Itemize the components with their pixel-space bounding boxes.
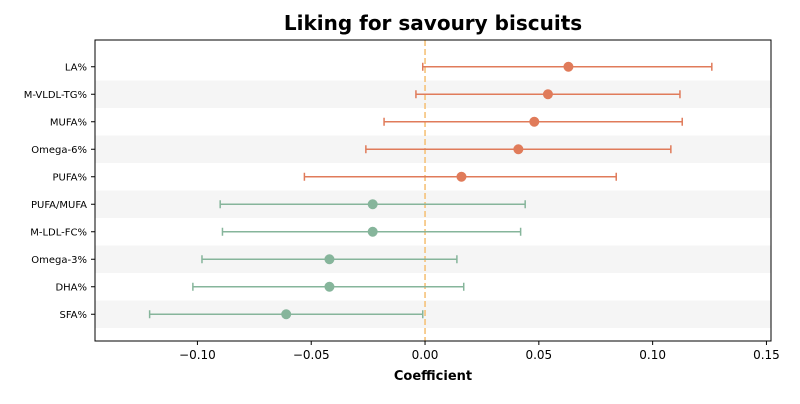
y-tick-label: Omega-6% xyxy=(31,145,87,156)
y-tick-label: Omega-3% xyxy=(31,255,87,266)
y-axis: LA% M-VLDL-TG% MUFA% Omega-6% PUFA% PUFA/MUFA… xyxy=(24,62,95,321)
estimate-point xyxy=(542,89,553,100)
estimate-point xyxy=(367,226,378,237)
y-tick-label: DHA% xyxy=(55,282,87,293)
estimate-point xyxy=(324,281,335,292)
x-tick-label: 0.05 xyxy=(525,348,552,362)
y-tick-label: PUFA/MUFA xyxy=(31,200,87,211)
plot-frame xyxy=(94,39,772,342)
y-tick-label: M-LDL-FC% xyxy=(30,227,87,238)
estimate-point xyxy=(324,254,335,265)
y-tick-label: MUFA% xyxy=(50,117,87,128)
y-tick-label: LA% xyxy=(65,62,87,73)
estimate-point xyxy=(281,309,292,320)
estimate-point xyxy=(513,144,524,155)
estimate-point xyxy=(529,116,540,127)
x-tick-label: 0.15 xyxy=(753,348,780,362)
y-tick-label: SFA% xyxy=(59,310,87,321)
estimate-point xyxy=(563,61,574,72)
x-axis-label: Coefficient xyxy=(394,369,472,384)
estimate-point xyxy=(367,199,378,210)
x-axis: −0.10 −0.05 0.00 0.05 0.10 0.15 xyxy=(179,341,780,362)
y-tick-label: PUFA% xyxy=(52,172,87,183)
x-tick-label: 0.00 xyxy=(412,348,439,362)
x-tick-label: −0.05 xyxy=(293,348,330,362)
x-tick-label: 0.10 xyxy=(639,348,666,362)
estimate-point xyxy=(456,171,467,182)
x-tick-label: −0.10 xyxy=(179,348,216,362)
estimate-marks xyxy=(148,61,713,320)
y-tick-label: M-VLDL-TG% xyxy=(24,90,87,101)
chart-title: Liking for savoury biscuits xyxy=(284,11,582,35)
